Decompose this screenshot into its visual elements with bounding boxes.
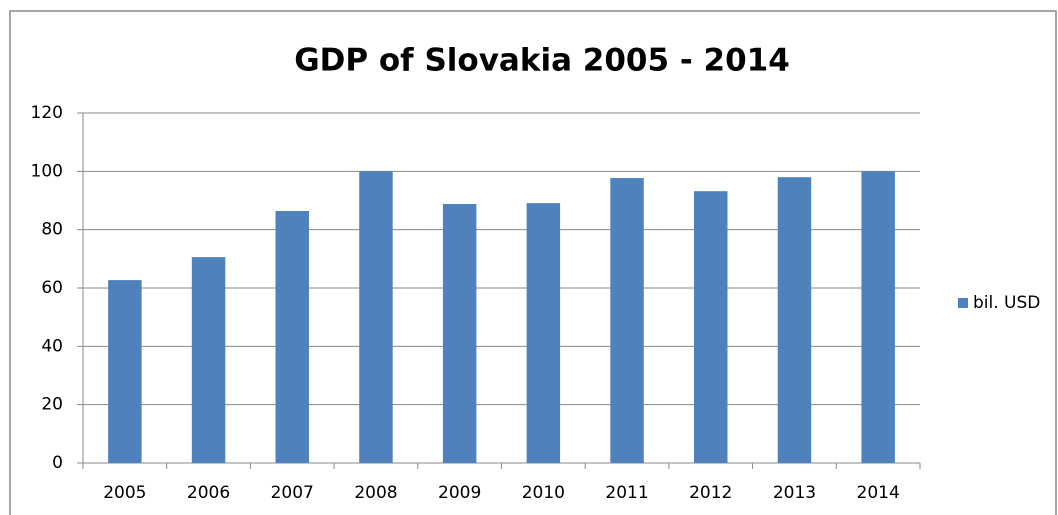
x-tick-label: 2013 xyxy=(773,483,816,503)
x-tick-label: 2014 xyxy=(857,483,900,503)
legend-swatch xyxy=(958,298,968,308)
bar xyxy=(777,177,812,463)
bar xyxy=(275,211,309,463)
chart-title: GDP of Slovakia 2005 - 2014 xyxy=(294,43,790,79)
bar xyxy=(861,171,895,464)
x-tick-label: 2007 xyxy=(271,483,314,503)
legend-label: bil. USD xyxy=(973,293,1040,313)
bar xyxy=(610,178,644,463)
y-tick-label: 80 xyxy=(41,220,63,240)
x-tick-label: 2005 xyxy=(103,483,146,503)
y-tick-label: 60 xyxy=(41,278,63,298)
x-tick-label: 2012 xyxy=(689,483,732,503)
x-tick-label: 2006 xyxy=(187,483,230,503)
y-tick-label: 20 xyxy=(41,395,63,415)
bar xyxy=(108,280,142,463)
y-tick-label: 40 xyxy=(41,336,63,356)
x-tick-label: 2010 xyxy=(522,483,565,503)
x-tick-label: 2011 xyxy=(605,483,648,503)
x-tick-label: 2009 xyxy=(438,483,481,503)
y-tick-label: 120 xyxy=(31,103,63,123)
x-tick-label: 2008 xyxy=(354,483,397,503)
bar xyxy=(191,257,226,463)
bar xyxy=(694,191,728,463)
bar xyxy=(359,171,393,464)
y-tick-label: 100 xyxy=(31,161,63,181)
bar xyxy=(526,203,561,463)
bar xyxy=(442,204,477,463)
y-tick-label: 0 xyxy=(52,453,63,473)
